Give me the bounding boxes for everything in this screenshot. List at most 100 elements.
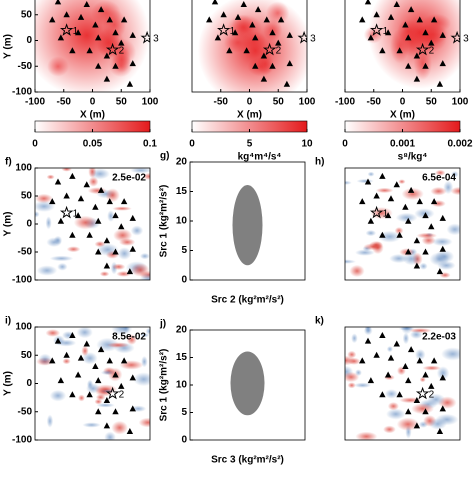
field xyxy=(363,243,384,251)
panel: 1 6.5e-04 h) xyxy=(315,157,461,281)
field xyxy=(355,431,378,440)
station xyxy=(129,405,136,412)
field xyxy=(49,389,67,402)
field xyxy=(112,206,132,211)
x-axis-label: X (m) xyxy=(80,110,105,121)
y-axis-label: Y (m) xyxy=(3,371,14,396)
y-tick-label: 100 xyxy=(15,322,32,333)
x-axis-label: Src 3 (kg²m²/s²) xyxy=(211,455,284,466)
station xyxy=(129,214,136,221)
station xyxy=(384,371,392,378)
x-tick-label: -50 xyxy=(57,97,72,108)
field xyxy=(35,193,53,204)
field xyxy=(88,176,99,187)
field xyxy=(435,169,446,176)
station xyxy=(118,39,125,46)
plot-area xyxy=(35,0,150,92)
station xyxy=(407,6,415,13)
station xyxy=(49,357,56,364)
source-label: 2 xyxy=(119,45,125,56)
station xyxy=(77,195,85,202)
panel: 1 2 3 -100 -50 0 50 100 X (m) 0 0.001 0.002 s⁸/kg⁴ xyxy=(335,0,473,163)
x-tick-label: 100 xyxy=(299,97,316,108)
field xyxy=(396,417,420,431)
field xyxy=(105,188,120,203)
station xyxy=(129,31,136,38)
source-star xyxy=(105,42,120,56)
annotation: 2.2e-03 xyxy=(422,332,456,343)
station xyxy=(103,237,111,244)
field xyxy=(386,346,393,353)
y-tick-label: 10 xyxy=(176,216,188,227)
station xyxy=(74,212,82,219)
y-tick-label: 5 xyxy=(181,407,187,418)
y-tick-label: 0 xyxy=(181,275,187,286)
field xyxy=(422,13,452,33)
field xyxy=(356,179,374,184)
x-tick-label: -100 xyxy=(25,97,45,108)
panel: 1 2.5e-02 -100 -50 0 50 100 Y (m) f) xyxy=(3,157,151,286)
field xyxy=(410,330,423,339)
station xyxy=(57,217,65,224)
field xyxy=(104,431,116,440)
field xyxy=(131,263,150,277)
field xyxy=(35,211,40,218)
station xyxy=(118,223,125,230)
y-tick-label: -50 xyxy=(18,406,33,417)
y-axis-label: Src 1 (kg²m²/s²) xyxy=(159,349,170,422)
panel-label: f) xyxy=(5,157,12,168)
field xyxy=(197,0,307,92)
annotation: 2.5e-02 xyxy=(112,173,146,184)
station xyxy=(413,396,421,403)
colorbar-tick-label: 0.05 xyxy=(83,139,103,150)
station xyxy=(393,340,400,347)
x-tick-label: 50 xyxy=(116,97,128,108)
station xyxy=(416,357,423,364)
panel: 1 2 3 -50 0 50 100 X (m) 0 5 10 kg⁴m⁴/s⁴ xyxy=(189,0,316,163)
source-star xyxy=(415,386,430,400)
panel-label: i) xyxy=(5,316,11,327)
field xyxy=(107,210,115,222)
y-tick-label: 0 xyxy=(26,219,32,230)
station xyxy=(95,217,102,224)
field xyxy=(353,382,372,388)
station xyxy=(439,374,446,381)
field xyxy=(384,389,399,399)
panel-label: h) xyxy=(315,157,324,168)
station xyxy=(269,62,276,69)
x-tick-label: -50 xyxy=(214,97,229,108)
station xyxy=(439,245,446,252)
station xyxy=(405,248,412,255)
x-axis-label: Src 2 (kg²m²/s²) xyxy=(211,295,284,306)
station xyxy=(49,198,56,205)
station xyxy=(112,371,119,378)
station xyxy=(384,212,392,219)
station xyxy=(439,405,446,412)
field xyxy=(421,235,436,246)
source-star xyxy=(262,42,277,56)
field xyxy=(351,333,358,344)
field xyxy=(96,402,115,408)
y-tick-label: 0 xyxy=(26,35,32,46)
station xyxy=(112,248,119,255)
field xyxy=(56,339,77,347)
panel: 2 2.2e-03 k) xyxy=(315,316,461,441)
station xyxy=(83,340,90,347)
station xyxy=(97,346,105,353)
station xyxy=(416,16,423,23)
field xyxy=(138,417,150,428)
field xyxy=(398,179,406,185)
station xyxy=(240,0,247,7)
field xyxy=(57,262,68,271)
field xyxy=(435,413,459,426)
station xyxy=(367,217,375,224)
station xyxy=(413,52,421,59)
station xyxy=(92,203,99,210)
station xyxy=(373,192,380,199)
field xyxy=(426,393,446,406)
station xyxy=(286,60,293,67)
y-tick-label: -50 xyxy=(18,247,33,258)
station xyxy=(54,178,62,185)
axes-frame xyxy=(344,167,461,281)
station xyxy=(428,382,435,389)
